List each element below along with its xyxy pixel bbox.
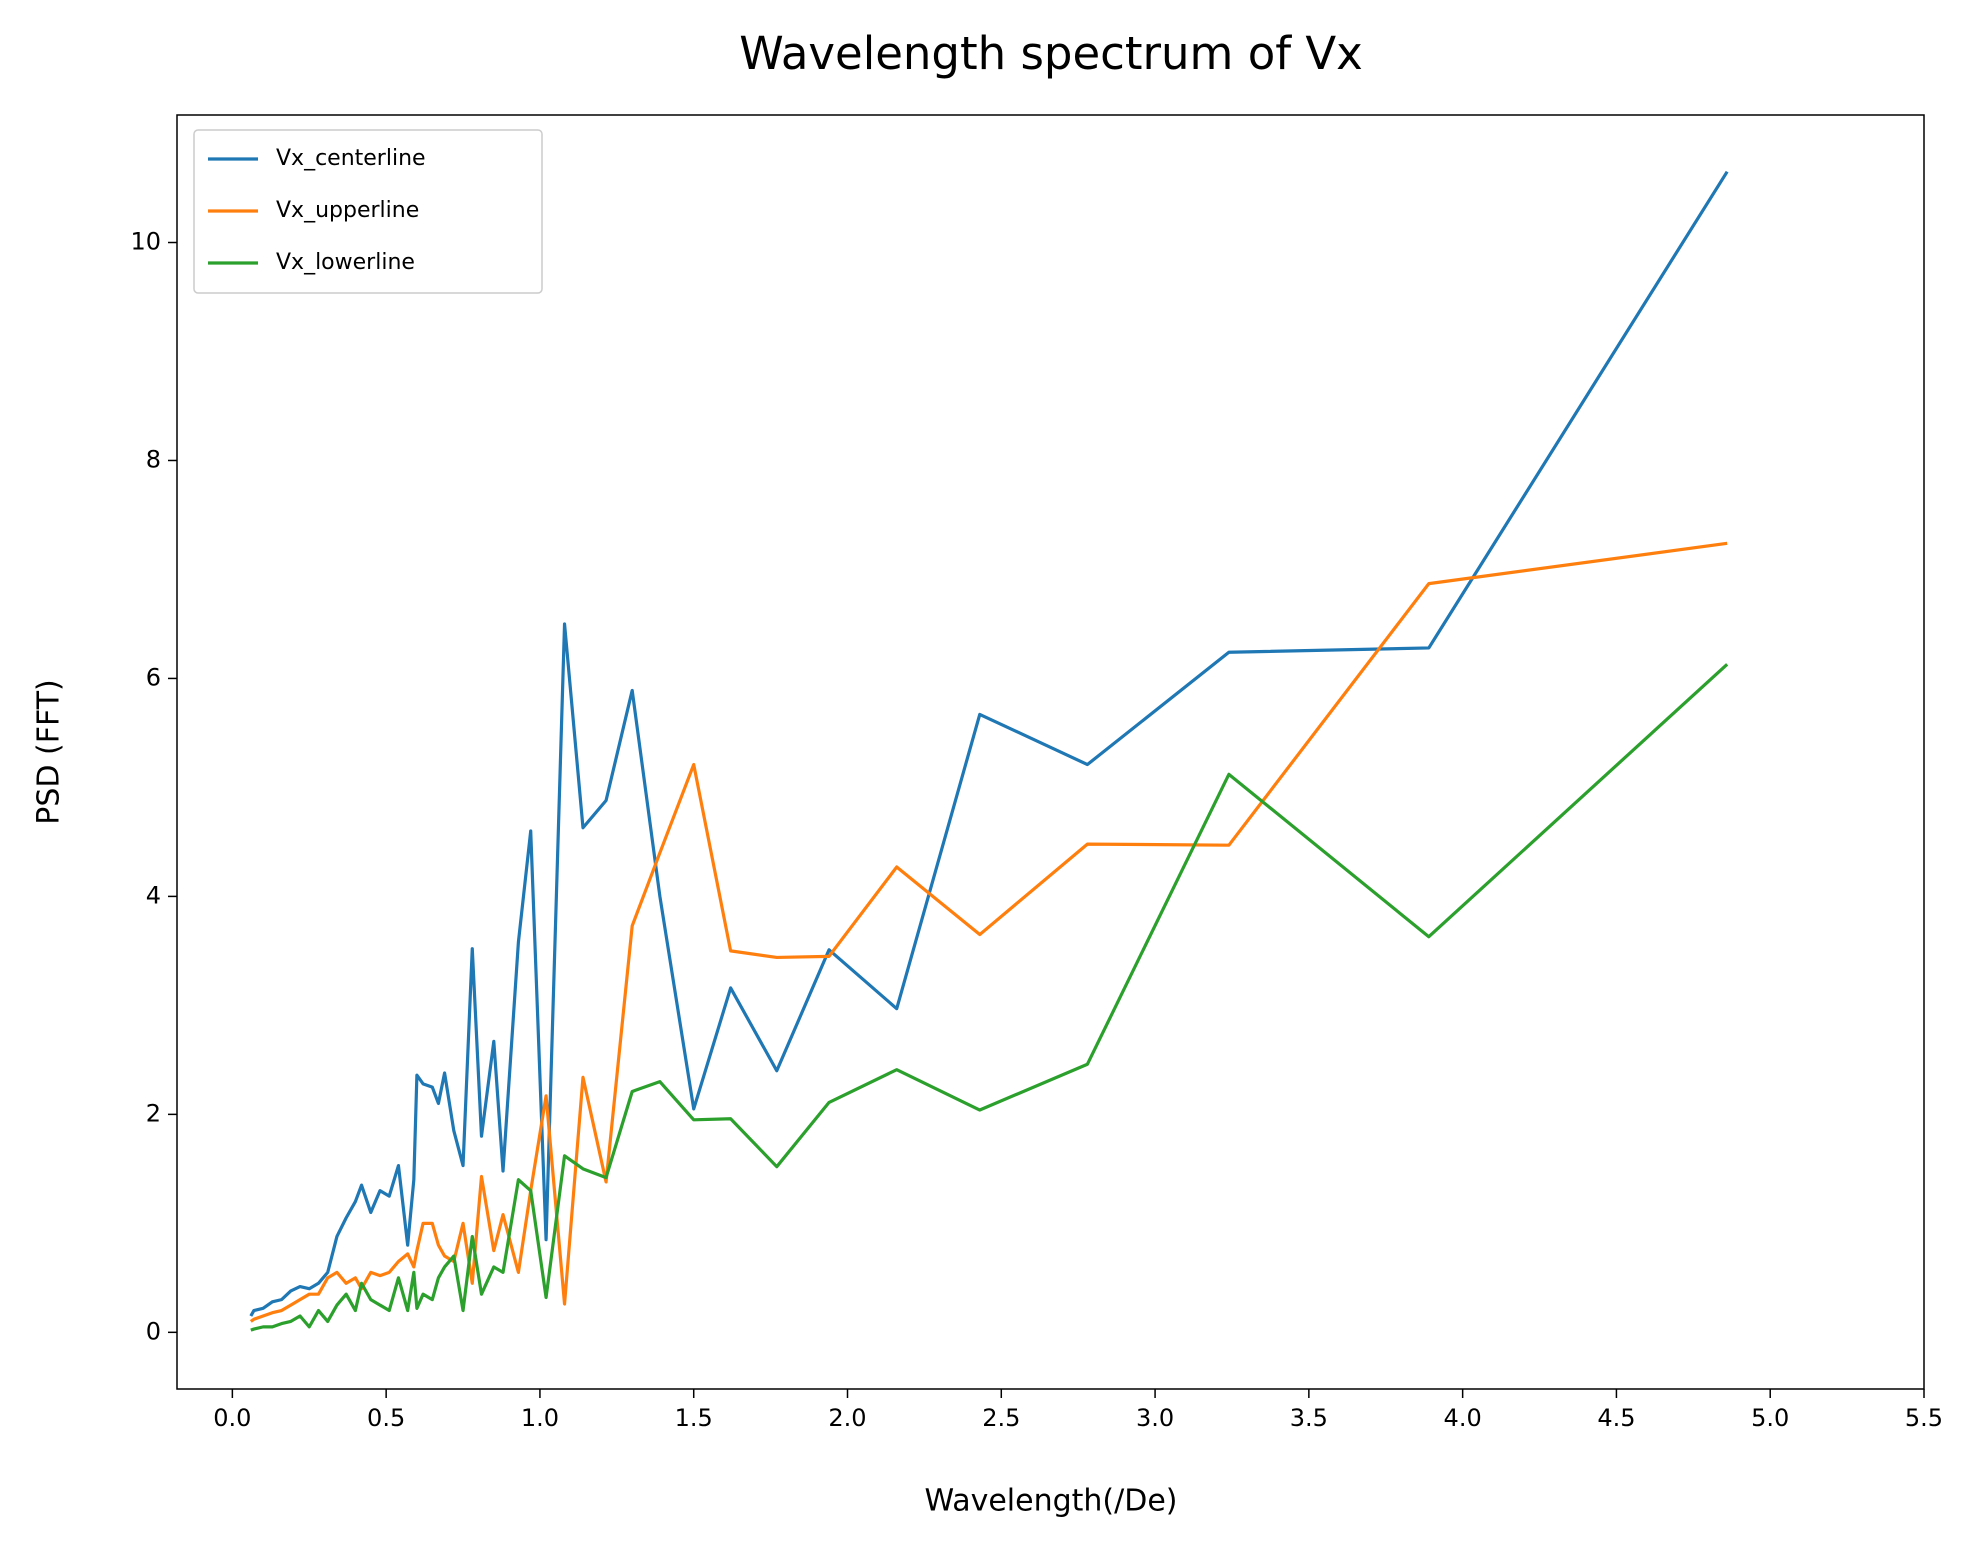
- y-tick-label: 0: [146, 1317, 161, 1345]
- x-axis-label: Wavelength(/De): [924, 1484, 1177, 1519]
- y-tick-label: 4: [146, 881, 161, 909]
- x-tick-label: 4.5: [1597, 1404, 1635, 1432]
- x-tick-label: 3.5: [1290, 1404, 1328, 1432]
- x-tick-label: 3.0: [1136, 1404, 1174, 1432]
- x-tick-label: 0.5: [367, 1404, 405, 1432]
- x-tick-label: 4.0: [1444, 1404, 1482, 1432]
- x-tick-label: 1.0: [521, 1404, 559, 1432]
- legend-label: Vx_centerline: [276, 146, 426, 171]
- y-tick-label: 2: [146, 1099, 161, 1127]
- line-series: [250, 663, 1729, 1332]
- y-tick-label: 10: [130, 228, 161, 256]
- line-series: [249, 541, 1728, 1323]
- x-tick-label: 2.0: [828, 1404, 866, 1432]
- x-tick-label: 5.5: [1905, 1404, 1943, 1432]
- x-tick-label: 0.0: [213, 1404, 251, 1432]
- line-series: [249, 170, 1729, 1317]
- chart-title: Wavelength spectrum of Vx: [739, 27, 1363, 80]
- x-tick-label: 1.5: [675, 1404, 713, 1432]
- legend-box: [193, 129, 543, 294]
- legend-label: Vx_lowerline: [276, 250, 415, 275]
- x-tick-label: 2.5: [982, 1404, 1020, 1432]
- y-tick-label: 6: [146, 663, 161, 691]
- x-tick-label: 5.0: [1751, 1404, 1789, 1432]
- y-axis-label: PSD (FFT): [32, 679, 67, 825]
- y-tick-label: 8: [146, 445, 161, 473]
- legend-label: Vx_upperline: [276, 198, 419, 223]
- plot-frame: [176, 114, 1925, 1390]
